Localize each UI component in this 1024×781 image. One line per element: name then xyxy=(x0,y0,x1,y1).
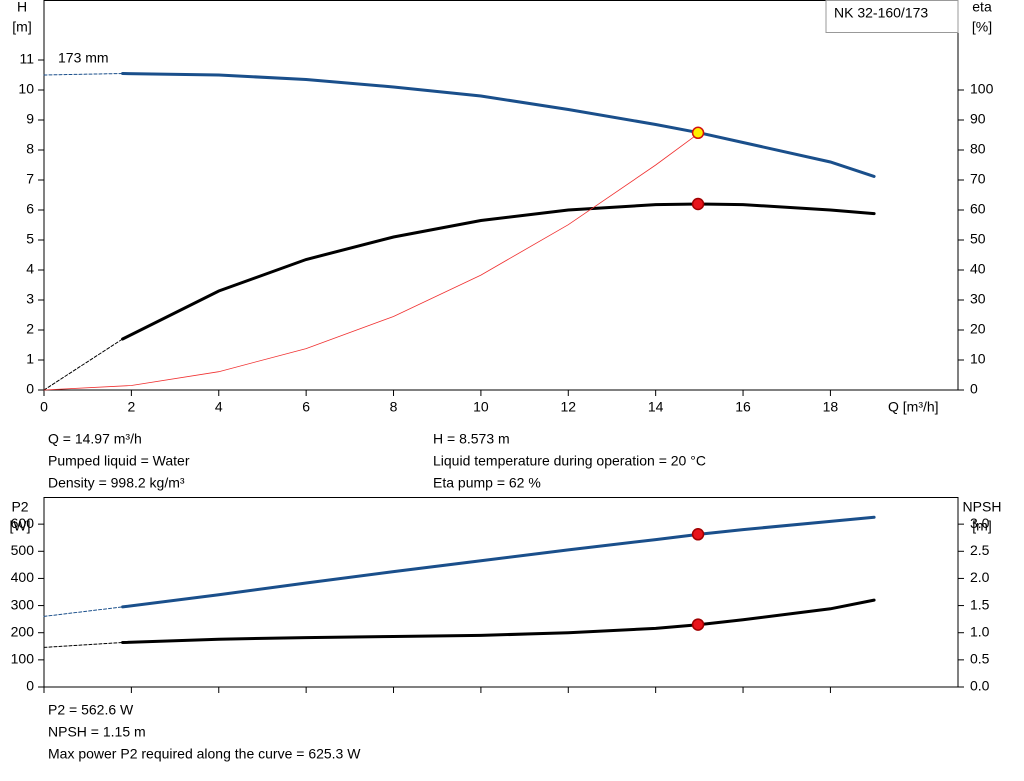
y-tick-label: 1 xyxy=(26,351,34,367)
curve xyxy=(43,642,124,648)
x-tick-label: 10 xyxy=(473,399,489,415)
y-axis-label: [W] xyxy=(10,518,31,534)
info-line: Max power P2 required along the curve = … xyxy=(48,746,361,762)
duty-point xyxy=(691,126,705,140)
y-tick-label: 0 xyxy=(26,678,34,694)
y2-axis-label: eta xyxy=(972,0,992,15)
y2-tick-label: 1.0 xyxy=(970,623,990,639)
x-tick-label: 6 xyxy=(302,399,310,415)
duty-point xyxy=(691,618,705,631)
info-line: NPSH = 1.15 m xyxy=(48,724,146,740)
info-line: Eta pump = 62 % xyxy=(433,475,541,491)
y2-tick-label: 0.0 xyxy=(970,678,990,694)
annotation: 173 mm xyxy=(58,50,109,66)
y-tick-label: 8 xyxy=(26,141,34,157)
duty-point xyxy=(691,197,705,211)
y-tick-label: 100 xyxy=(11,651,35,667)
x-tick-label: 0 xyxy=(40,399,48,415)
y-tick-label: 9 xyxy=(26,111,34,127)
y2-tick-label: 30 xyxy=(970,291,986,307)
y2-tick-label: 3.0 xyxy=(970,515,990,531)
info-line: Pumped liquid = Water xyxy=(48,453,190,469)
y2-tick-label: 40 xyxy=(970,261,986,277)
y-tick-label: 4 xyxy=(26,261,34,277)
y-tick-label: 600 xyxy=(11,515,35,531)
y-tick-label: 6 xyxy=(26,201,34,217)
y-tick-label: 2 xyxy=(26,321,34,337)
y2-tick-label: 60 xyxy=(970,201,986,217)
y2-tick-label: 2.5 xyxy=(970,542,990,558)
y2-axis-label: NPSH xyxy=(963,499,1002,515)
y2-tick-label: 0 xyxy=(970,381,978,397)
x-tick-label: 18 xyxy=(823,399,839,415)
y2-axis-label: [%] xyxy=(972,19,992,35)
y2-axis-label: [m] xyxy=(972,518,991,534)
y2-tick-label: 0.5 xyxy=(970,651,990,667)
plot-frame xyxy=(43,497,959,688)
y-axis-label: H xyxy=(17,0,27,15)
y-tick-label: 3 xyxy=(26,291,34,307)
y2-tick-label: 20 xyxy=(970,321,986,337)
x-tick-label: 16 xyxy=(735,399,751,415)
plot-frame xyxy=(43,0,959,391)
y-tick-label: 10 xyxy=(18,81,34,97)
y2-tick-label: 2.0 xyxy=(970,569,990,585)
curve xyxy=(121,72,876,178)
x-axis-label: Q [m³/h] xyxy=(888,399,939,415)
curve xyxy=(43,73,124,76)
info-line: Density = 998.2 kg/m³ xyxy=(48,475,185,491)
y2-tick-label: 90 xyxy=(970,111,986,127)
y-tick-label: 0 xyxy=(26,381,34,397)
curve xyxy=(121,202,876,341)
y2-tick-label: 100 xyxy=(970,81,994,97)
y-tick-label: 5 xyxy=(26,231,34,247)
info-line: Q = 14.97 m³/h xyxy=(48,431,142,447)
curve xyxy=(43,606,124,617)
y-tick-label: 400 xyxy=(11,569,35,585)
chart-title: NK 32-160/173 xyxy=(834,5,928,21)
y-tick-label: 300 xyxy=(11,596,35,612)
y-tick-label: 7 xyxy=(26,171,34,187)
curve xyxy=(43,338,124,391)
curve xyxy=(121,598,876,644)
info-line: P2 = 562.6 W xyxy=(48,702,134,718)
y2-tick-label: 1.5 xyxy=(970,596,990,612)
y-tick-label: 200 xyxy=(11,623,35,639)
x-tick-label: 4 xyxy=(215,399,223,415)
curve xyxy=(121,515,876,609)
title-box xyxy=(825,0,959,33)
info-line: Liquid temperature during operation = 20… xyxy=(433,453,706,469)
y2-tick-label: 80 xyxy=(970,141,986,157)
curve xyxy=(43,132,700,391)
y2-tick-label: 70 xyxy=(970,171,986,187)
y-axis-label: P2 xyxy=(11,499,28,515)
y-tick-label: 500 xyxy=(11,542,35,558)
y-tick-label: 11 xyxy=(19,51,34,67)
y2-tick-label: 10 xyxy=(970,351,986,367)
info-line: H = 8.573 m xyxy=(433,431,510,447)
x-tick-label: 2 xyxy=(127,399,135,415)
y2-tick-label: 50 xyxy=(970,231,986,247)
y-axis-label: [m] xyxy=(12,19,31,35)
x-tick-label: 8 xyxy=(390,399,398,415)
duty-point xyxy=(691,528,705,541)
x-tick-label: 12 xyxy=(560,399,576,415)
x-tick-label: 14 xyxy=(648,399,664,415)
